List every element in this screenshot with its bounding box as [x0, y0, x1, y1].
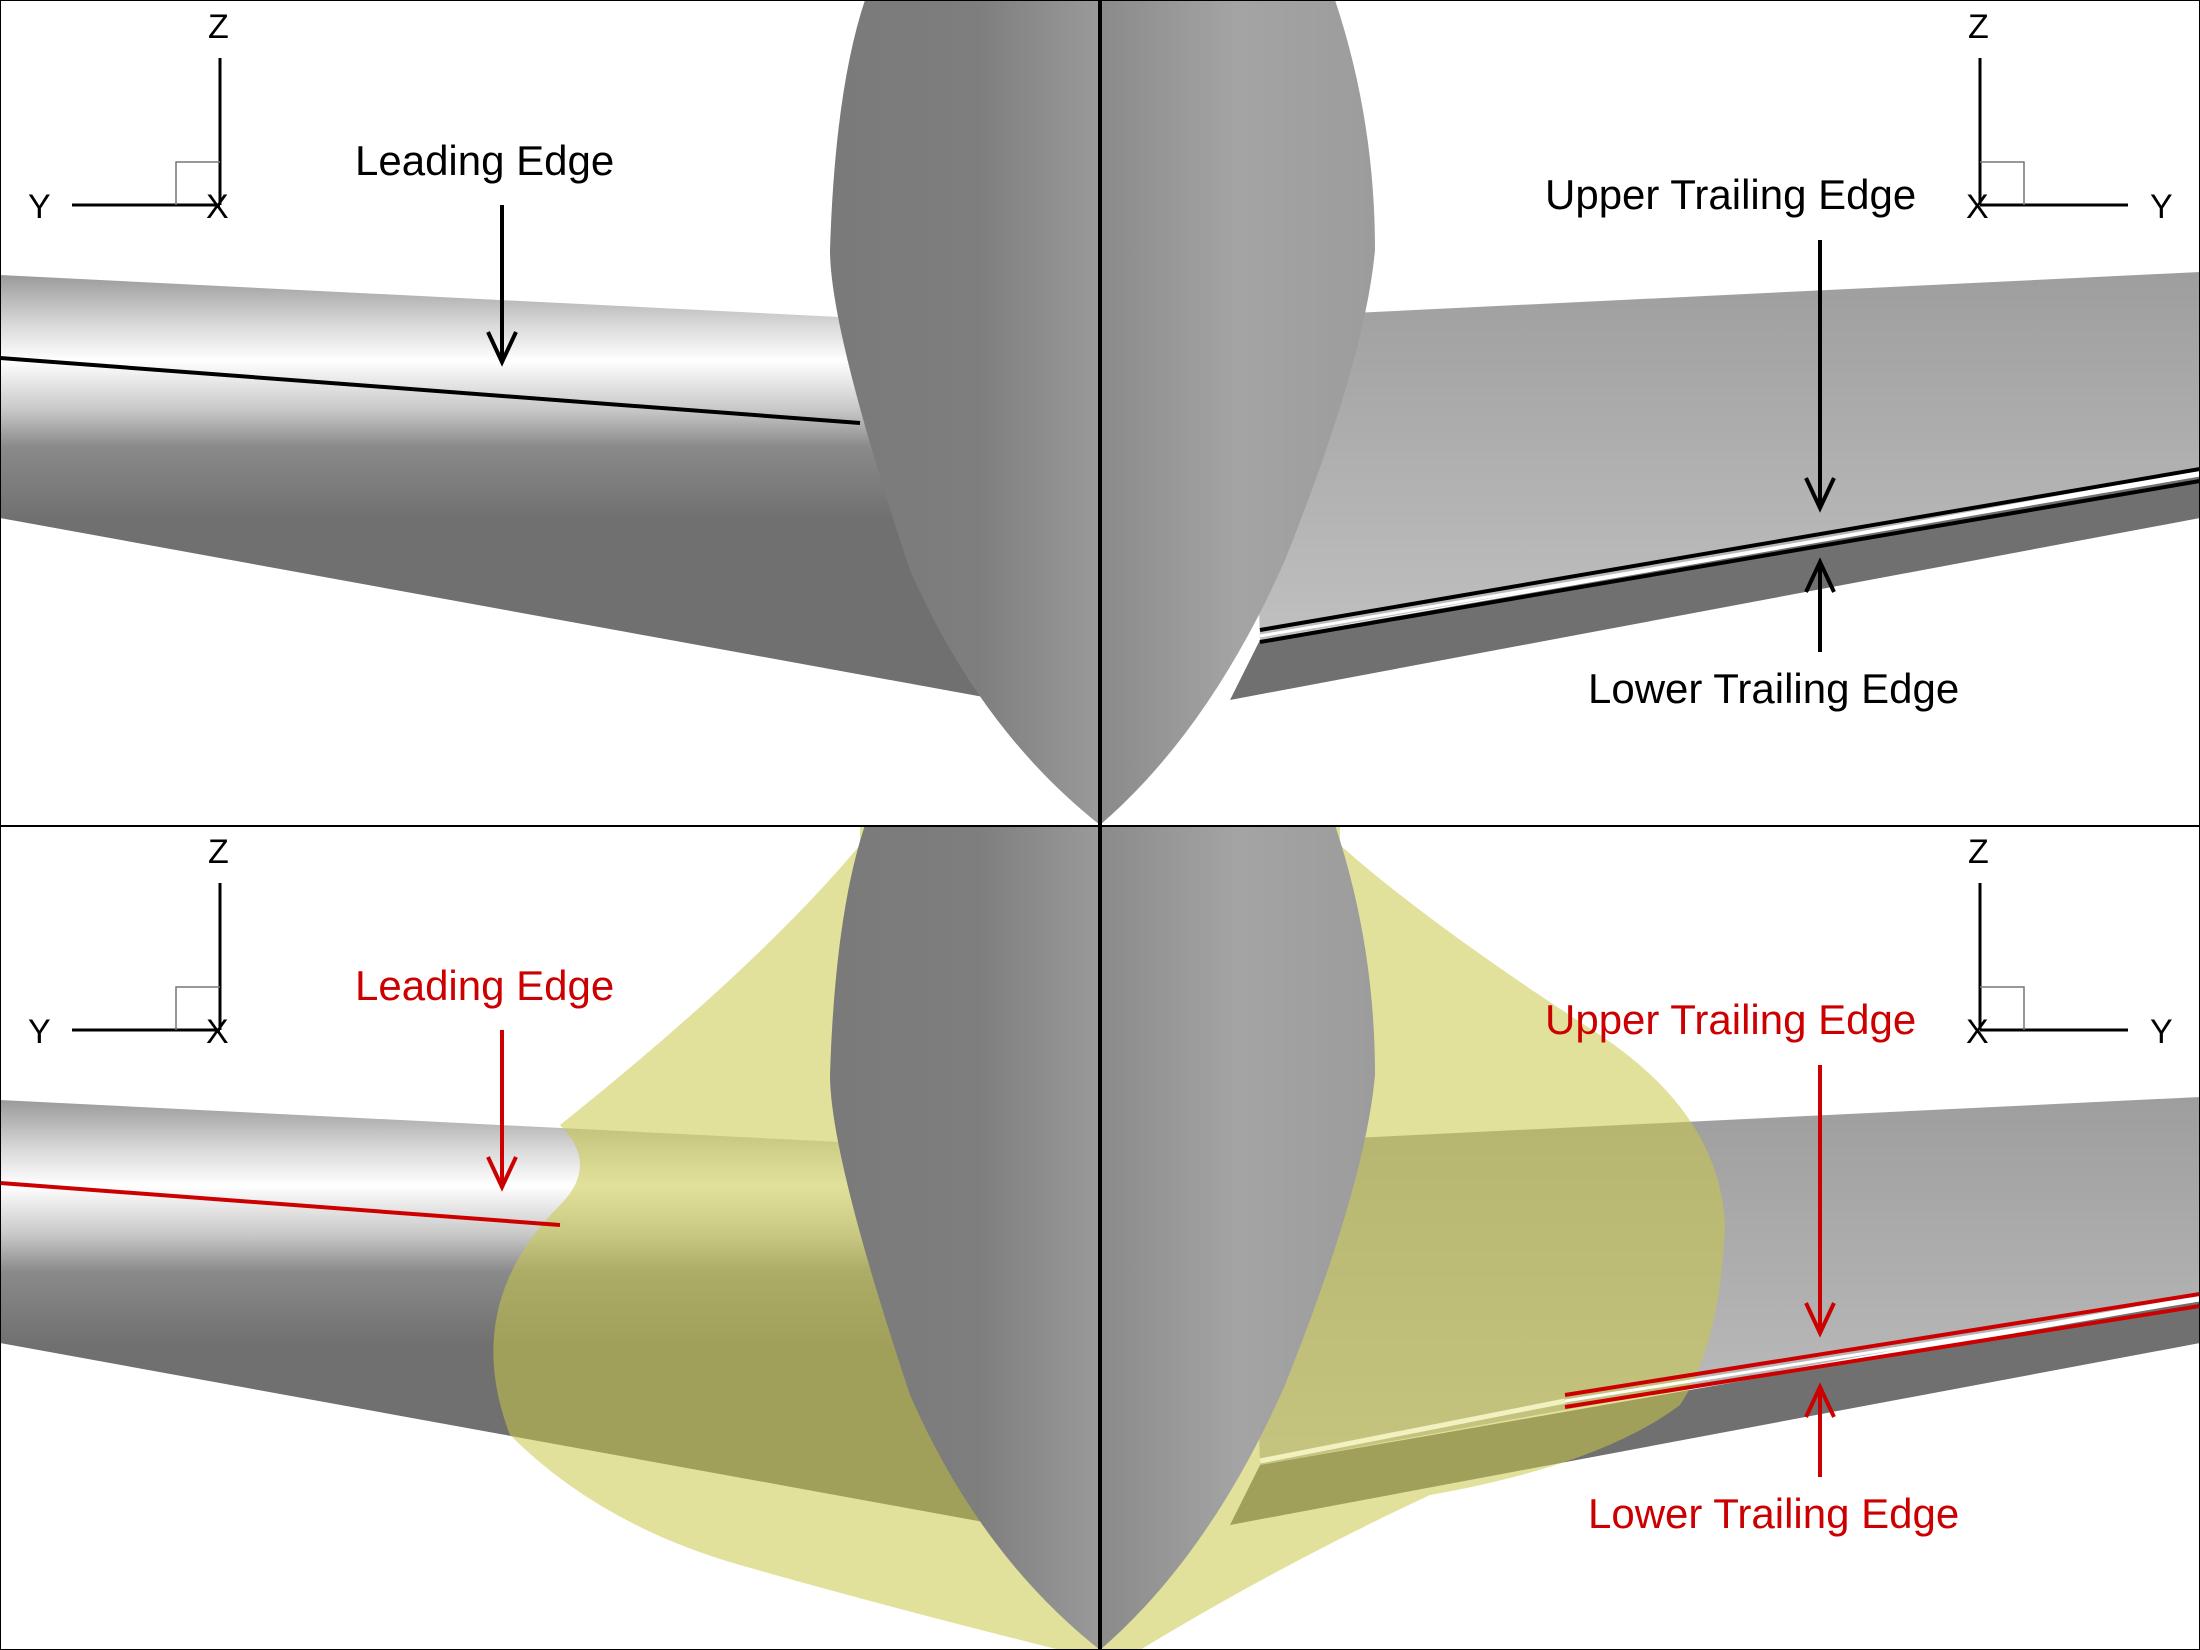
panel-bottom-right: Z X Y Upper Trailing Edge Lower Trailing… — [1100, 825, 2200, 1650]
wing-lower-surface — [1230, 476, 2200, 700]
view-top-right — [1100, 0, 2200, 825]
axis-z-label: Z — [1968, 833, 1989, 871]
leading-edge-arrow — [486, 205, 518, 367]
view-bottom-right — [1100, 825, 2200, 1650]
leading-edge-line — [0, 1181, 561, 1227]
axis-y-label: Y — [2150, 188, 2173, 226]
upper-trailing-edge-label: Upper Trailing Edge — [1545, 996, 1917, 1043]
leading-edge-label: Leading Edge — [355, 137, 615, 184]
panel-top-right: Z X Y Upper Trailing Edge Lower Trailing… — [1100, 0, 2200, 825]
leading-edge-line — [0, 356, 861, 425]
fuselage — [1100, 825, 1375, 1650]
axis-y-label: Y — [28, 188, 51, 226]
wing-upper-surface — [1250, 272, 2200, 640]
axis-x-label: X — [1966, 188, 1989, 226]
lower-trailing-edge-line — [1259, 479, 2200, 644]
upper-trailing-edge-arrow — [1804, 240, 1836, 513]
lower-trailing-edge-arrow — [1804, 1382, 1836, 1477]
axis-triad — [72, 58, 222, 207]
lower-trailing-edge-arrow — [1804, 557, 1836, 652]
upper-trailing-edge-label: Upper Trailing Edge — [1545, 171, 1917, 218]
upper-trailing-edge-line — [1564, 1292, 2200, 1397]
axis-triad — [1978, 883, 2128, 1032]
axis-y-label: Y — [28, 1013, 51, 1051]
axis-x-label: X — [206, 188, 229, 226]
axis-z-label: Z — [1968, 8, 1989, 46]
axis-z-label: Z — [208, 8, 229, 46]
axis-triad — [1978, 58, 2128, 207]
wing-surface — [0, 275, 1000, 700]
fuselage — [830, 0, 1100, 825]
fuselage — [830, 825, 1100, 1650]
upper-trailing-edge-arrow — [1804, 1065, 1836, 1338]
trailing-edge-inner-segment — [1259, 1398, 1566, 1464]
panel-top-left: Z Y X Leading Edge — [0, 0, 1100, 825]
leading-edge-label: Leading Edge — [355, 962, 615, 1009]
upper-trailing-edge-line — [1259, 467, 2200, 632]
axis-y-label: Y — [2150, 1013, 2173, 1051]
leading-edge-arrow — [486, 1030, 518, 1192]
axis-x-label: X — [206, 1013, 229, 1051]
lower-trailing-edge-label: Lower Trailing Edge — [1588, 665, 1960, 712]
panel-bottom-left: Z Y X Leading Edge — [0, 825, 1100, 1650]
axis-x-label: X — [1966, 1013, 1989, 1051]
lower-trailing-edge-line — [1564, 1304, 2200, 1409]
lower-trailing-edge-label: Lower Trailing Edge — [1588, 1490, 1960, 1537]
view-top-left — [0, 0, 1100, 825]
axis-z-label: Z — [208, 833, 229, 871]
axis-triad — [72, 883, 222, 1032]
view-bottom-left — [0, 825, 1100, 1650]
fuselage — [1100, 0, 1375, 825]
